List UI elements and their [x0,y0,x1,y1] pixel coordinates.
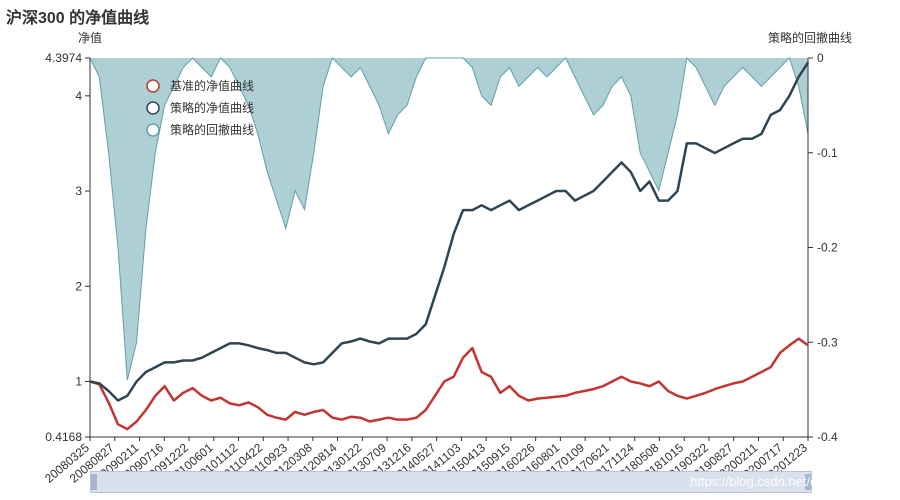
strategy-line [89,61,810,402]
legend-circle-icon[interactable] [146,123,160,137]
right-tick-label: 0 [817,51,824,65]
left-tick-label: 3 [75,184,82,198]
right-axis-name: 策略的回撤曲线 [768,30,852,45]
legend-item-label[interactable]: 基准的净值曲线 [170,78,254,93]
left-tick-label: 0.4168 [45,430,82,444]
left-tick-label: 2 [75,279,82,293]
left-tick-label: 4.3974 [45,51,82,65]
drawdown-series [89,56,809,381]
zoom-handle-left[interactable] [91,474,97,490]
legend-circle-icon[interactable] [146,79,160,93]
right-tick-label: -0.3 [817,335,838,349]
legend-item-label[interactable]: 策略的净值曲线 [170,100,254,115]
legend-item-label[interactable]: 策略的回撤曲线 [170,122,254,137]
data-zoom-slider[interactable] [90,471,812,493]
benchmark-line [89,337,809,431]
drawdown-line [89,56,809,381]
net-value-series [89,61,810,431]
right-tick-label: -0.4 [817,430,838,444]
left-tick-label: 4 [75,89,82,103]
zoom-handle-right[interactable] [805,474,811,490]
legend-circle-icon[interactable] [146,101,160,115]
chart-title: 沪深300 的净值曲线 [6,10,150,27]
left-tick-label: 1 [75,374,82,388]
left-axis-name: 净值 [78,30,102,45]
drawdown-area [90,58,808,381]
right-tick-label: -0.1 [817,146,838,160]
right-tick-label: -0.2 [817,241,838,255]
watermark: https://blog.csdn.net/domodo2012 [690,474,886,489]
